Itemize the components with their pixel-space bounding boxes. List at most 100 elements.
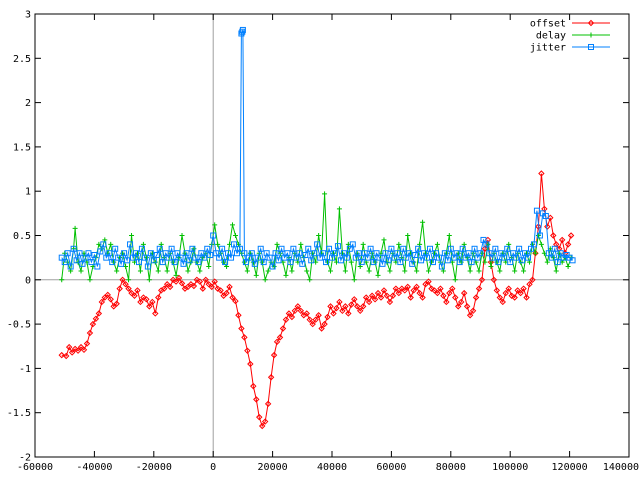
delay-point-122 xyxy=(420,219,426,225)
offset-point-74 xyxy=(279,325,287,332)
offset-point-30 xyxy=(149,298,156,306)
y-tick-label: -2 xyxy=(19,453,31,464)
jitter-point-123 xyxy=(415,245,422,252)
offset-point-5 xyxy=(74,347,82,354)
offset-point-27 xyxy=(140,294,147,301)
jitter-point-111 xyxy=(379,260,386,267)
jitter-point-92 xyxy=(323,259,330,266)
jitter-point-163 xyxy=(533,207,540,214)
jitter-point-116 xyxy=(394,250,401,257)
jitter-point-168 xyxy=(548,254,555,261)
delay-point-153 xyxy=(512,268,518,274)
offset-point-70 xyxy=(267,374,275,381)
delay-point-44 xyxy=(188,259,194,265)
jitter-point-113 xyxy=(385,257,392,264)
delay-point-27 xyxy=(137,268,143,274)
offset-point-73 xyxy=(276,334,284,341)
offset-point-1 xyxy=(62,352,70,360)
jitter-point-74 xyxy=(269,263,276,270)
offset-point-168 xyxy=(558,236,566,244)
offset-point-64 xyxy=(250,382,257,390)
jitter-point-166 xyxy=(542,213,549,220)
offset-point-28 xyxy=(143,296,150,303)
offset-point-102 xyxy=(362,294,370,301)
offset-point-100 xyxy=(357,307,364,315)
delay-point-10 xyxy=(87,277,93,283)
delay-point-107 xyxy=(375,272,381,278)
jitter-point-99 xyxy=(343,254,350,261)
jitter-point-108 xyxy=(370,259,377,266)
offset-point-53 xyxy=(217,287,224,294)
delay-point-69 xyxy=(262,277,268,283)
jitter-point-32 xyxy=(153,251,160,258)
delay-point-96 xyxy=(342,268,348,274)
offset-point-161 xyxy=(538,170,545,177)
jitter-point-153 xyxy=(504,245,511,252)
jitter-point-137 xyxy=(456,259,463,266)
x-tick-label: -40000 xyxy=(76,462,112,473)
offset-legend-point-legend xyxy=(587,19,595,27)
delay-point-70 xyxy=(265,268,271,274)
jitter-point-127 xyxy=(427,245,434,252)
offset-point-32 xyxy=(155,294,162,301)
jitter-point-152 xyxy=(501,254,508,261)
jitter-point-73 xyxy=(266,254,273,261)
offset-point-95 xyxy=(342,303,349,310)
offset-point-136 xyxy=(463,303,471,310)
offset-point-160 xyxy=(535,223,542,230)
delay-point-52 xyxy=(212,222,218,228)
jitter-point-6 xyxy=(76,250,83,257)
offset-point-78 xyxy=(291,307,299,315)
offset-point-129 xyxy=(443,298,450,306)
x-tick-label: 140000 xyxy=(603,462,639,473)
delay-point-131 xyxy=(446,233,452,238)
offset-point-158 xyxy=(529,276,536,284)
offset-point-86 xyxy=(315,312,322,319)
offset-point-141 xyxy=(478,276,486,284)
series-jitter xyxy=(58,26,576,270)
jitter-point-160 xyxy=(525,254,532,261)
delay-point-32 xyxy=(152,259,158,265)
offset-point-155 xyxy=(520,285,527,292)
axis-ticks: -2 -1.5 -1 -0.5 0 0.5 1 1.5 2 2.5 3 -60000 -40000 -20… xyxy=(7,10,639,474)
delay-point-47 xyxy=(197,268,203,274)
offset-point-123 xyxy=(425,278,432,285)
x-tick-label: -20000 xyxy=(136,462,172,473)
jitter-point-38 xyxy=(171,259,178,266)
offset-point-117 xyxy=(407,294,414,301)
offset-point-4 xyxy=(71,345,79,353)
jitter-point-55 xyxy=(222,259,229,266)
offset-point-145 xyxy=(490,276,498,284)
offset-point-121 xyxy=(419,294,426,301)
offset-point-51 xyxy=(211,278,218,285)
offset-point-12 xyxy=(95,310,103,317)
offset-point-46 xyxy=(196,278,204,285)
jitter-point-14 xyxy=(100,241,107,248)
delay-point-91 xyxy=(328,268,334,274)
offset-point-146 xyxy=(493,287,501,294)
offset-point-110 xyxy=(386,298,394,306)
jitter-point-80 xyxy=(287,259,294,266)
offset-point-114 xyxy=(398,285,406,292)
jitter-point-1 xyxy=(61,259,68,266)
delay-point-59 xyxy=(232,233,238,238)
jitter-point-121 xyxy=(409,260,416,267)
jitter-point-133 xyxy=(444,257,451,264)
delay-point-98 xyxy=(348,259,354,265)
jitter-point-158 xyxy=(519,257,526,264)
jitter-point-134 xyxy=(447,245,454,252)
jitter-point-128 xyxy=(429,259,436,266)
offset-point-138 xyxy=(469,307,477,315)
jitter-point-120 xyxy=(406,250,413,257)
y-tick-label: 2 xyxy=(25,98,31,109)
delay-point-117 xyxy=(405,233,411,238)
offset-point-91 xyxy=(330,310,337,317)
offset-point-104 xyxy=(368,292,376,299)
jitter-point-50 xyxy=(207,251,214,258)
offset-point-77 xyxy=(288,313,296,321)
delay-point-116 xyxy=(402,268,408,274)
delay-point-30 xyxy=(146,277,152,283)
delay-point-58 xyxy=(230,222,236,228)
offset-point-89 xyxy=(324,313,331,321)
delay-point-23 xyxy=(126,277,132,283)
